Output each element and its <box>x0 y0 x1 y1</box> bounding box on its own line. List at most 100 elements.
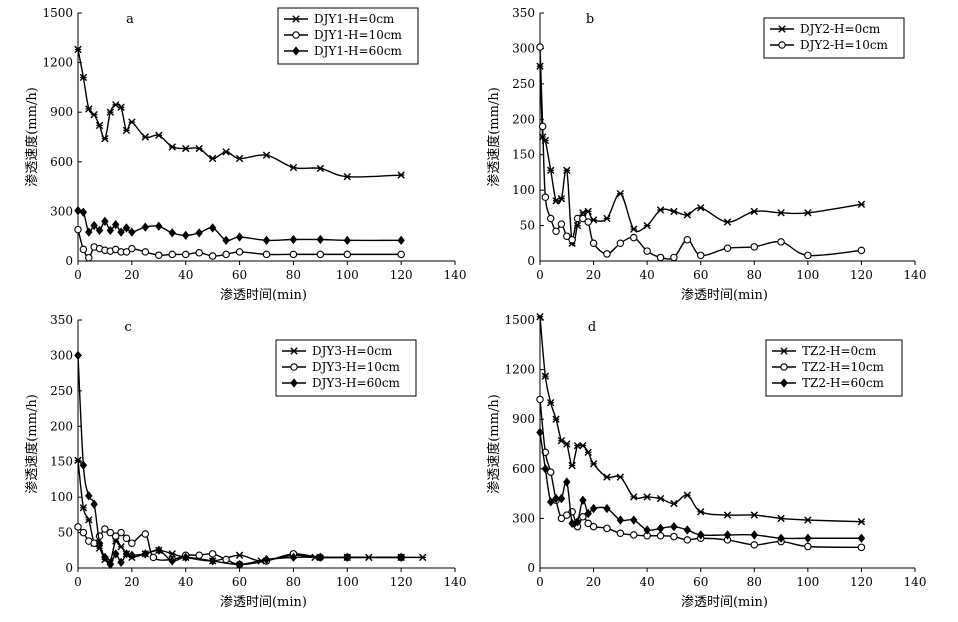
diamond-marker <box>563 477 571 487</box>
diamond-marker <box>316 234 325 245</box>
diamond-marker <box>128 550 136 560</box>
asterisk-marker <box>101 134 109 143</box>
asterisk-marker <box>557 194 566 203</box>
asterisk-marker <box>777 209 785 217</box>
legend-box <box>763 17 905 59</box>
legend-label: TZ2-H=60cm <box>802 376 885 390</box>
x-tick-label: 60 <box>693 575 708 589</box>
diamond-marker <box>74 205 82 216</box>
asterisk-marker <box>74 45 82 54</box>
legend: DJY2-H=0cm DJY2-H=10cm <box>763 17 905 59</box>
diamond-marker <box>106 225 115 236</box>
asterisk-marker <box>723 511 732 519</box>
y-axis-label: 渗透速度(mm/h) <box>24 394 40 494</box>
circle-marker <box>546 468 555 476</box>
asterisk-marker <box>616 189 625 198</box>
x-tick-label: 120 <box>390 268 413 282</box>
asterisk-marker <box>128 118 136 126</box>
diamond-marker <box>683 525 692 535</box>
circle-marker <box>557 220 566 228</box>
diamond-marker <box>292 46 300 56</box>
diamond-marker <box>777 533 785 543</box>
y-tick-label: 150 <box>512 148 535 162</box>
y-tick-label: 1500 <box>42 6 73 20</box>
asterisk-marker <box>541 372 550 380</box>
circle-marker <box>656 253 665 262</box>
circle-marker <box>262 250 271 259</box>
diamond-marker <box>90 499 98 509</box>
circle-marker <box>777 238 785 246</box>
circle-marker <box>670 532 678 541</box>
asterisk-marker <box>547 398 555 407</box>
panel-label: b <box>586 12 594 27</box>
asterisk-marker <box>155 131 163 140</box>
diamond-marker <box>343 552 351 563</box>
diamond-marker <box>85 227 93 237</box>
asterisk-marker <box>122 126 131 135</box>
y-tick-label: 350 <box>50 313 73 327</box>
chart-panel-c: 0 50 100 150 200 250 300 350 0 20 40 60 80 100 120 140 渗… <box>24 313 466 610</box>
circle-marker <box>579 512 587 521</box>
x-tick-label: 40 <box>640 575 655 589</box>
y-tick-label: 300 <box>50 204 73 218</box>
series-circle <box>536 43 866 262</box>
asterisk-marker <box>603 473 611 481</box>
asterisk-marker <box>552 415 560 423</box>
circle-marker <box>195 248 203 257</box>
y-tick-label: 350 <box>512 6 535 20</box>
x-tick-label: 140 <box>904 268 927 282</box>
diamond-marker <box>128 227 136 237</box>
diamond-marker <box>316 552 325 563</box>
series-line <box>539 46 862 260</box>
asterisk-marker <box>292 15 300 23</box>
diamond-marker <box>290 378 298 388</box>
circle-marker <box>290 363 298 371</box>
circle-marker <box>141 530 150 538</box>
x-tick-label: 0 <box>536 575 544 589</box>
panel-label: d <box>588 320 596 335</box>
diamond-marker <box>630 515 638 525</box>
diamond-marker <box>168 228 176 238</box>
x-tick-label: 100 <box>796 575 819 589</box>
legend: DJY1-H=0cm DJY1-H=10cm DJY1-H=60cm <box>277 7 419 65</box>
diamond-marker <box>79 207 88 217</box>
diamond-marker <box>552 493 560 504</box>
circle-marker <box>589 239 598 248</box>
series-line <box>77 355 402 566</box>
asterisk-marker <box>106 108 115 116</box>
asterisk-marker <box>697 204 705 212</box>
circle-marker <box>584 218 592 226</box>
asterisk-marker <box>563 440 571 448</box>
asterisk-marker <box>656 206 665 214</box>
asterisk-marker <box>584 448 592 456</box>
asterisk-marker <box>547 166 555 174</box>
legend: DJY3-H=0cm DJY3-H=10cm DJY3-H=60cm <box>275 339 417 397</box>
legend-label: DJY3-H=10cm <box>312 360 401 374</box>
legend-label: TZ2-H=10cm <box>802 360 885 374</box>
diamond-marker <box>222 235 230 245</box>
diamond-marker <box>262 554 271 565</box>
circle-marker <box>804 542 812 551</box>
circle-marker <box>546 214 555 223</box>
x-tick-label: 140 <box>904 575 927 589</box>
diamond-marker <box>656 523 665 533</box>
circle-marker <box>149 553 158 562</box>
diamond-marker <box>208 223 217 233</box>
series-asterisk <box>536 312 866 526</box>
asterisk-marker <box>683 211 692 219</box>
circle-marker <box>750 243 759 251</box>
asterisk-marker <box>777 514 785 523</box>
diamond-marker <box>541 464 550 474</box>
diamond-marker <box>723 530 732 540</box>
asterisk-marker <box>780 347 788 355</box>
x-tick-label: 20 <box>124 268 139 282</box>
asterisk-marker <box>568 461 576 470</box>
y-tick-label: 200 <box>50 419 73 433</box>
asterisk-marker <box>117 103 125 111</box>
circle-marker <box>181 250 190 259</box>
x-axis-label: 渗透时间(min) <box>681 595 768 610</box>
legend-entry: DJY1-H=10cm <box>284 28 403 42</box>
circle-marker <box>579 214 587 223</box>
legend-box <box>765 339 903 397</box>
